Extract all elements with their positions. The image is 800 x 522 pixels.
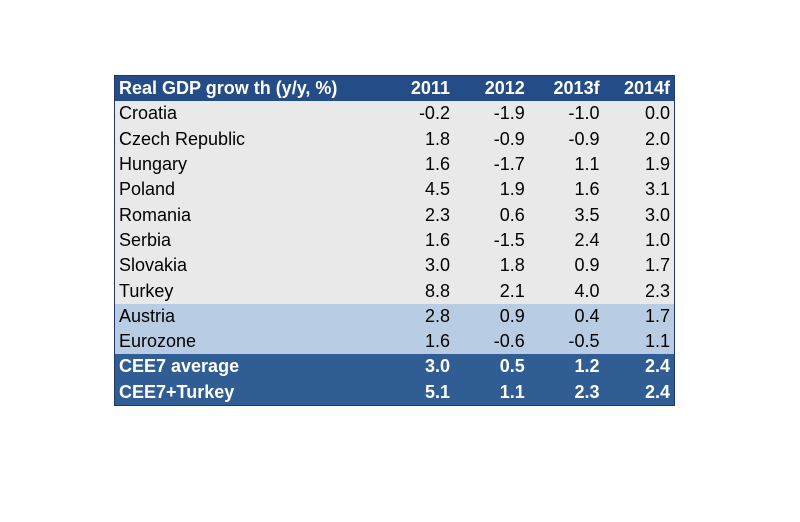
row-label: CEE7+Turkey — [114, 379, 375, 406]
table-row: Austria 2.8 0.9 0.4 1.7 — [114, 303, 675, 329]
value-cell-2013f: -0.9 — [528, 126, 604, 152]
value-cell-2013f: 1.6 — [528, 177, 604, 203]
value-cell-2012: -1.9 — [453, 101, 529, 127]
row-label: Turkey — [114, 278, 375, 304]
value-cell-2011: 2.3 — [374, 202, 454, 228]
gdp-growth-table: Real GDP grow th (y/y, %) 2011 2012 2013… — [114, 75, 675, 406]
value-cell-2013f: 0.4 — [528, 303, 604, 329]
value-cell-2011: 1.6 — [374, 227, 454, 254]
value-cell-2014f: 1.7 — [603, 253, 675, 279]
value-cell-2012: 1.8 — [453, 253, 529, 279]
row-label: Poland — [114, 177, 375, 203]
column-header-2014f: 2014f — [603, 75, 675, 102]
row-label: CEE7 average — [114, 354, 375, 380]
table-row: Hungary 1.6 -1.7 1.1 1.9 — [114, 151, 675, 178]
value-cell-2011: 8.8 — [374, 278, 454, 304]
row-label: Hungary — [114, 151, 375, 178]
column-header-2011: 2011 — [374, 75, 454, 102]
value-cell-2012: 1.1 — [453, 379, 529, 406]
value-cell-2011: 2.8 — [374, 303, 454, 329]
value-cell-2011: 4.5 — [374, 177, 454, 203]
value-cell-2014f: 3.1 — [603, 177, 675, 203]
value-cell-2012: -1.7 — [453, 151, 529, 178]
value-cell-2014f: 2.3 — [603, 278, 675, 304]
value-cell-2014f: 3.0 — [603, 202, 675, 228]
value-cell-2014f: 1.1 — [603, 328, 675, 355]
value-cell-2012: -0.6 — [453, 328, 529, 355]
table-row: Romania 2.3 0.6 3.5 3.0 — [114, 202, 675, 228]
value-cell-2013f: 3.5 — [528, 202, 604, 228]
table-row: Slovakia 3.0 1.8 0.9 1.7 — [114, 253, 675, 279]
row-label: Austria — [114, 303, 375, 329]
value-cell-2013f: -1.0 — [528, 101, 604, 127]
value-cell-2013f: 0.9 — [528, 253, 604, 279]
value-cell-2013f: -0.5 — [528, 328, 604, 355]
value-cell-2011: 5.1 — [374, 379, 454, 406]
column-header-2013f: 2013f — [528, 75, 604, 102]
value-cell-2013f: 2.4 — [528, 227, 604, 254]
value-cell-2012: 0.9 — [453, 303, 529, 329]
value-cell-2011: 1.8 — [374, 126, 454, 152]
table-row: Serbia 1.6 -1.5 2.4 1.0 — [114, 227, 675, 254]
table-row: CEE7+Turkey 5.1 1.1 2.3 2.4 — [114, 379, 675, 406]
value-cell-2011: 3.0 — [374, 354, 454, 380]
value-cell-2012: 0.5 — [453, 354, 529, 380]
value-cell-2014f: 1.0 — [603, 227, 675, 254]
value-cell-2011: 1.6 — [374, 328, 454, 355]
table-row: CEE7 average 3.0 0.5 1.2 2.4 — [114, 354, 675, 380]
value-cell-2014f: 1.7 — [603, 303, 675, 329]
row-label: Croatia — [114, 101, 375, 127]
value-cell-2013f: 1.1 — [528, 151, 604, 178]
table-body: Croatia -0.2 -1.9 -1.0 0.0 Czech Republic 1.8-… — [114, 101, 675, 406]
column-header-indicator: Real GDP grow th (y/y, %) — [114, 75, 375, 102]
table-row: Eurozone 1.6 -0.6 -0.5 1.1 — [114, 328, 675, 355]
table-row: Croatia -0.2 -1.9 -1.0 0.0 — [114, 101, 675, 127]
table-row: Turkey 8.8 2.1 4.0 2.3 — [114, 278, 675, 304]
value-cell-2012: 2.1 — [453, 278, 529, 304]
row-label: Serbia — [114, 227, 375, 254]
value-cell-2012: 1.9 — [453, 177, 529, 203]
value-cell-2014f: 0.0 — [603, 101, 675, 127]
value-cell-2013f: 2.3 — [528, 379, 604, 406]
value-cell-2014f: 2.4 — [603, 354, 675, 380]
value-cell-2012: -0.9 — [453, 126, 529, 152]
value-cell-2011: 1.6 — [374, 151, 454, 178]
value-cell-2014f: 2.0 — [603, 126, 675, 152]
header-row: Real GDP grow th (y/y, %) 2011 2012 2013… — [114, 75, 675, 102]
table-row: Poland 4.5 1.9 1.6 3.1 — [114, 177, 675, 203]
value-cell-2011: 3.0 — [374, 253, 454, 279]
value-cell-2014f: 2.4 — [603, 379, 675, 406]
column-header-2012: 2012 — [453, 75, 529, 102]
value-cell-2011: -0.2 — [374, 101, 454, 127]
value-cell-2013f: 1.2 — [528, 354, 604, 380]
row-label: Czech Republic — [114, 126, 375, 152]
value-cell-2014f: 1.9 — [603, 151, 675, 178]
row-label: Eurozone — [114, 328, 375, 355]
row-label: Romania — [114, 202, 375, 228]
value-cell-2012: -1.5 — [453, 227, 529, 254]
row-label: Slovakia — [114, 253, 375, 279]
value-cell-2013f: 4.0 — [528, 278, 604, 304]
value-cell-2012: 0.6 — [453, 202, 529, 228]
table-row: Czech Republic 1.8 -0.9 -0.9 2.0 — [114, 126, 675, 152]
